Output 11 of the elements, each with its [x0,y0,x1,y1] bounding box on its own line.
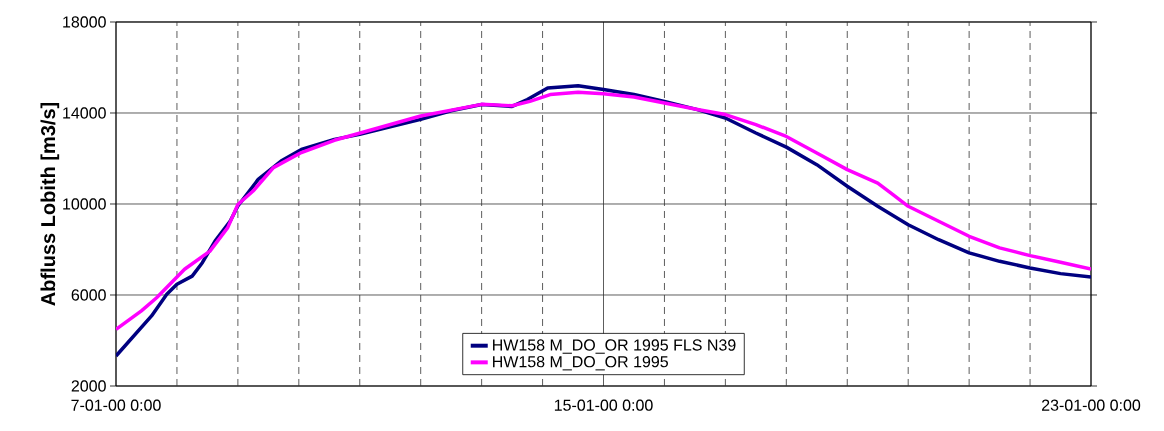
x-tick-label: 15-01-00 0:00 [554,399,653,411]
legend-label: HW158 M_DO_OR 1995 [493,356,668,371]
y-tick-label: 14000 [63,107,106,119]
legend-label: HW158 M_DO_OR 1995 FLS N39 [493,339,736,354]
y-tick-label: 18000 [63,16,106,28]
y-tick-label: 2000 [71,380,106,392]
y-tick-label: 10000 [63,198,106,210]
x-tick-label: 7-01-00 0:00 [71,399,161,411]
x-tick-label: 23-01-00 0:00 [1042,399,1141,411]
y-axis-title: Abfluss Lobith [m3/s] [40,102,60,306]
y-tick-label: 6000 [71,289,106,301]
